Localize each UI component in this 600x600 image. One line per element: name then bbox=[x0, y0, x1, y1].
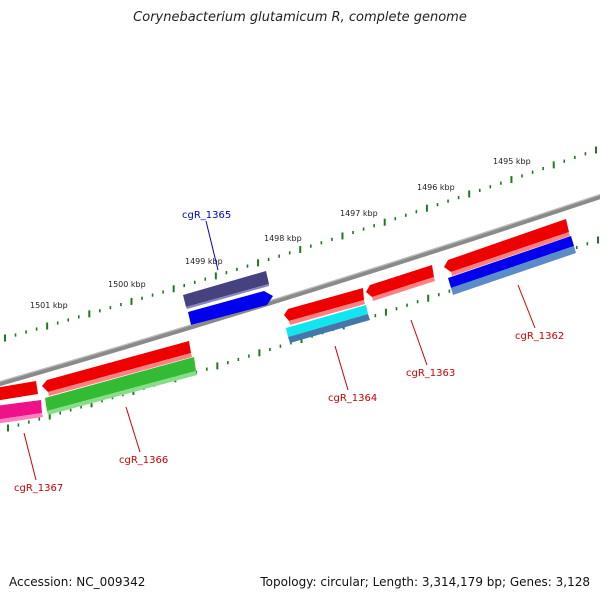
kbp-label-1499: 1499 kbp bbox=[185, 257, 223, 266]
gene-cgR-1367-b[interactable] bbox=[0, 400, 42, 420]
kbp-label-1497: 1497 kbp bbox=[340, 209, 378, 218]
genome-summary-text: Topology: circular; Length: 3,314,179 bp… bbox=[260, 575, 590, 589]
leader-cgR-1362 bbox=[517, 284, 536, 329]
gene-cgR-1362-b[interactable] bbox=[448, 236, 574, 288]
leader-cgR-1364 bbox=[334, 345, 349, 391]
gene-cgR-1367-a[interactable] bbox=[0, 381, 38, 401]
gene-cgR-1366-b[interactable] bbox=[45, 357, 196, 411]
gene-label-cgR-1363[interactable]: cgR_1363 bbox=[406, 368, 455, 379]
gene-label-cgR-1365[interactable]: cgR_1365 bbox=[182, 210, 231, 221]
gene-cgR-1363-a[interactable] bbox=[366, 265, 434, 297]
kbp-label-1501: 1501 kbp bbox=[30, 301, 68, 310]
kbp-label-1496: 1496 kbp bbox=[417, 183, 455, 192]
leader-cgR-1366 bbox=[125, 406, 141, 453]
leader-cgR-1367 bbox=[23, 432, 37, 481]
gene-label-cgR-1367[interactable]: cgR_1367 bbox=[14, 483, 63, 494]
map-title: Corynebacterium glutamicum R, complete g… bbox=[133, 10, 467, 25]
kbp-label-1500: 1500 kbp bbox=[108, 280, 146, 289]
outer-tick-track bbox=[4, 146, 597, 342]
gene-cgR-1362-a[interactable] bbox=[444, 219, 569, 272]
gene-label-cgR-1366[interactable]: cgR_1366 bbox=[119, 455, 168, 466]
kbp-label-1495: 1495 kbp bbox=[493, 157, 531, 166]
gene-cgR-1366-a[interactable] bbox=[42, 341, 191, 392]
gene-cgR-1365-b[interactable] bbox=[188, 291, 273, 325]
gene-label-cgR-1364[interactable]: cgR_1364 bbox=[328, 393, 377, 404]
gene-cgR-1365-shadow bbox=[186, 284, 269, 309]
genome-backbone bbox=[0, 194, 600, 387]
gene-cgR-1364-a[interactable] bbox=[284, 288, 364, 321]
kbp-label-1498: 1498 kbp bbox=[264, 234, 302, 243]
gene-label-cgR-1362[interactable]: cgR_1362 bbox=[515, 331, 564, 342]
gene-cgR-1364-b[interactable] bbox=[286, 305, 368, 337]
accession-text: Accession: NC_009342 bbox=[9, 575, 146, 589]
leader-cgR-1365 bbox=[205, 220, 219, 271]
gene-cgR-1365[interactable] bbox=[183, 271, 269, 307]
leader-cgR-1363 bbox=[410, 319, 428, 366]
